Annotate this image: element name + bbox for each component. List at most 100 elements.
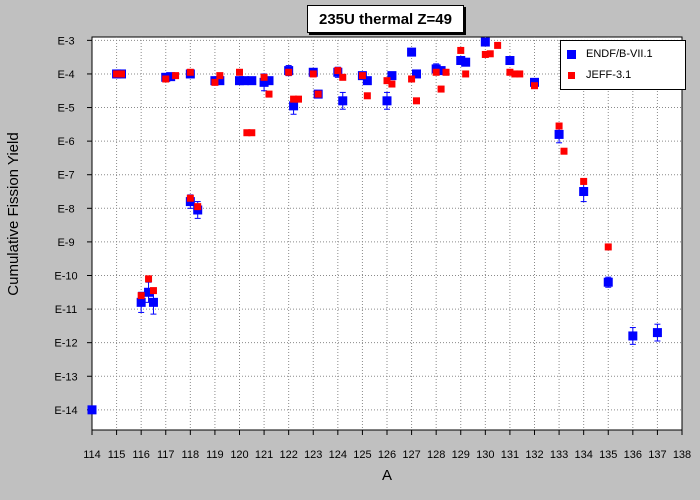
- data-point: [243, 129, 251, 137]
- data-point: [481, 50, 489, 58]
- data-point: [211, 78, 219, 86]
- data-point: [166, 72, 176, 82]
- data-point: [462, 70, 470, 78]
- data-point: [309, 70, 317, 78]
- x-tick-label: 119: [206, 449, 224, 461]
- data-point: [144, 287, 154, 297]
- x-tick-label: 123: [304, 449, 322, 461]
- data-point: [437, 85, 445, 93]
- data-point: [194, 203, 202, 211]
- data-point: [118, 70, 125, 78]
- x-tick-label: 128: [427, 449, 445, 461]
- data-point: [358, 72, 366, 80]
- x-tick-label: 122: [279, 449, 297, 461]
- y-tick-label: E-14: [54, 405, 77, 417]
- y-tick-label: E-11: [55, 304, 77, 316]
- chart-title: 235U thermal Z=49: [307, 5, 464, 33]
- data-marks: [87, 37, 662, 415]
- data-point: [362, 76, 372, 86]
- data-point: [265, 90, 273, 98]
- x-tick-label: 115: [108, 449, 126, 461]
- data-point: [628, 331, 638, 341]
- y-tick-label: E-12: [54, 338, 77, 350]
- y-tick-label: E-9: [57, 237, 74, 249]
- data-point: [461, 57, 471, 67]
- data-point: [432, 68, 440, 76]
- data-point: [505, 56, 515, 66]
- data-point: [442, 68, 450, 76]
- x-tick-label: 137: [648, 449, 666, 461]
- data-point: [148, 297, 158, 307]
- data-point: [560, 147, 568, 155]
- legend-entry-jeff: JEFF-3.1: [567, 68, 631, 82]
- x-tick-label: 124: [329, 449, 347, 461]
- legend-label-endf: ENDF/B-VII.1: [586, 48, 653, 60]
- data-point: [113, 70, 121, 78]
- data-point: [137, 292, 145, 300]
- data-point: [236, 68, 243, 76]
- legend-label-jeff: JEFF-3.1: [586, 69, 632, 81]
- data-point: [413, 97, 420, 105]
- y-tick-label: E-7: [57, 170, 74, 182]
- data-point: [247, 76, 257, 86]
- y-tick-label: E-3: [57, 35, 74, 47]
- chart-title-text: 235U thermal Z=49: [319, 10, 452, 28]
- data-point: [363, 92, 371, 100]
- x-tick-label: 116: [132, 449, 150, 461]
- data-point: [285, 68, 293, 76]
- x-tick-label: 117: [157, 449, 175, 461]
- data-point: [486, 50, 494, 58]
- data-point: [412, 69, 421, 79]
- data-point: [259, 77, 269, 87]
- data-point: [436, 66, 446, 76]
- data-point: [579, 187, 589, 197]
- legend-swatch-endf: [567, 49, 576, 59]
- data-point: [407, 47, 417, 57]
- data-point: [604, 243, 612, 251]
- data-point: [87, 405, 97, 415]
- data-point: [511, 70, 519, 78]
- x-tick-label: 127: [402, 449, 420, 461]
- data-point: [216, 72, 224, 80]
- x-tick-label: 138: [673, 449, 691, 461]
- y-tick-label: E-13: [54, 371, 77, 383]
- data-point: [248, 129, 256, 137]
- y-tick-label: E-4: [57, 69, 74, 81]
- data-point: [480, 37, 490, 47]
- data-point: [260, 73, 268, 81]
- data-point: [388, 80, 396, 88]
- data-point: [149, 287, 157, 295]
- data-point: [387, 71, 397, 81]
- data-point: [334, 67, 342, 75]
- data-point: [295, 95, 302, 103]
- data-point: [290, 95, 298, 103]
- data-point: [289, 101, 299, 111]
- x-tick-label: 129: [452, 449, 470, 461]
- data-point: [186, 68, 194, 76]
- data-point: [382, 96, 392, 106]
- x-tick-label: 134: [574, 449, 592, 461]
- data-point: [580, 177, 588, 185]
- y-axis: E-3 E-4 E-5 E-6 E-7 E-8 E-9 E-10 E-11 E-12 E-13 E-1…: [54, 35, 92, 417]
- x-tick-label: 132: [525, 449, 543, 461]
- x-tick-label: 136: [624, 449, 642, 461]
- x-tick-label: 126: [378, 449, 396, 461]
- data-point: [554, 129, 564, 139]
- data-point: [603, 277, 613, 287]
- data-point: [264, 76, 274, 86]
- x-tick-label: 121: [255, 449, 273, 461]
- data-point: [338, 96, 348, 106]
- y-tick-label: E-8: [57, 203, 74, 215]
- data-point: [186, 194, 194, 202]
- x-tick-label: 120: [230, 449, 248, 461]
- x-tick-label: 133: [550, 449, 568, 461]
- legend: ENDF/B-VII.1 JEFF-3.1: [560, 40, 686, 90]
- data-point: [314, 90, 322, 98]
- data-point: [494, 41, 502, 49]
- x-tick-label: 118: [182, 449, 200, 461]
- x-tick-label: 130: [476, 449, 494, 461]
- x-tick-label: 114: [83, 449, 101, 461]
- data-point: [172, 72, 180, 80]
- y-tick-label: E-10: [54, 270, 77, 282]
- y-tick-label: E-5: [57, 103, 74, 115]
